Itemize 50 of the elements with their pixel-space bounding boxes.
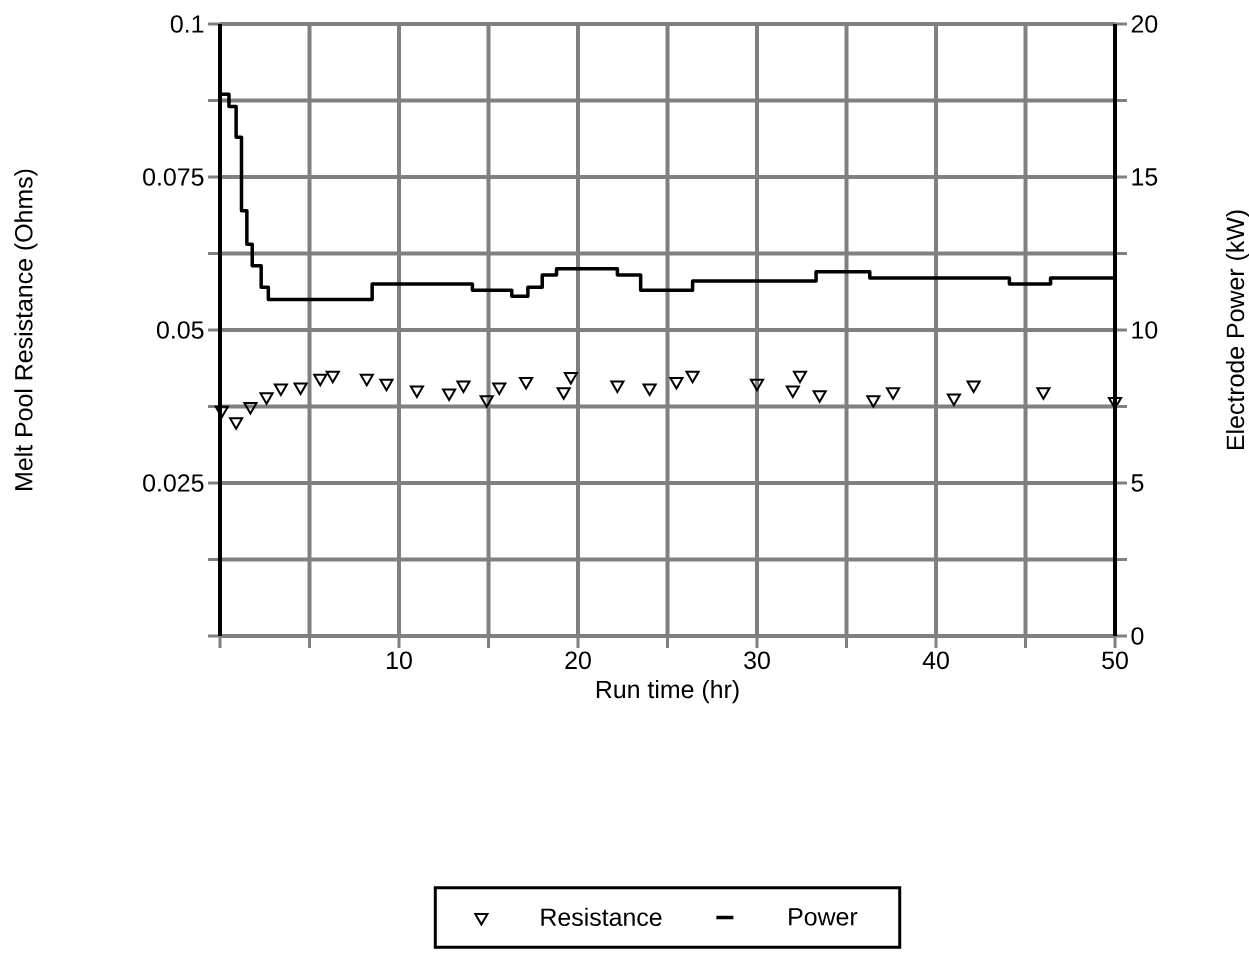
y2-axis-title: Electrode Power (kW) <box>1225 210 1249 450</box>
point <box>519 376 534 390</box>
point <box>492 382 507 395</box>
legend-label: Resistance <box>541 907 662 927</box>
x-tick-label: 30 <box>744 651 770 670</box>
x-tick-label: 10 <box>387 651 412 670</box>
point <box>313 373 328 387</box>
point <box>885 387 901 400</box>
y-tick-label: 0.1 <box>170 15 204 33</box>
point <box>749 378 765 392</box>
point <box>966 380 981 394</box>
y2-tick-label: 15 <box>1132 168 1158 186</box>
point <box>456 380 471 394</box>
point <box>229 417 244 430</box>
point <box>259 392 274 405</box>
y2-tick-label: 20 <box>1131 15 1158 33</box>
point <box>946 393 961 406</box>
y-tick-label: 0.075 <box>143 168 204 186</box>
point <box>610 380 625 394</box>
point <box>812 390 827 403</box>
point <box>642 383 657 397</box>
point <box>1036 387 1051 400</box>
y2-tick-label: 10 <box>1132 321 1158 339</box>
point <box>685 370 700 384</box>
point <box>442 388 457 402</box>
point <box>214 405 229 419</box>
point <box>379 378 394 392</box>
x-tick-label: 20 <box>565 651 591 670</box>
point <box>293 382 308 395</box>
y2-tick-label: 5 <box>1131 474 1144 492</box>
point <box>563 371 578 385</box>
point <box>669 376 684 390</box>
y-tick-label: 0.025 <box>143 474 204 492</box>
point <box>556 387 571 400</box>
point <box>409 385 424 398</box>
point <box>792 370 808 384</box>
x-tick-label: 40 <box>922 651 949 670</box>
y2-tick-label: 0 <box>1131 627 1144 645</box>
point <box>479 395 494 408</box>
point <box>359 373 374 387</box>
point <box>866 395 881 408</box>
x-tick-label: 50 <box>1102 651 1128 670</box>
point <box>785 385 800 398</box>
x-axis-title: Run time (hr) <box>596 679 739 704</box>
legend-label: Power <box>789 908 858 926</box>
point <box>243 401 258 415</box>
y-axis-title: Melt Pool Resistance (Ohms) <box>14 169 38 490</box>
point <box>273 383 288 397</box>
point <box>325 370 340 384</box>
y-tick-label: 0.05 <box>156 321 204 339</box>
